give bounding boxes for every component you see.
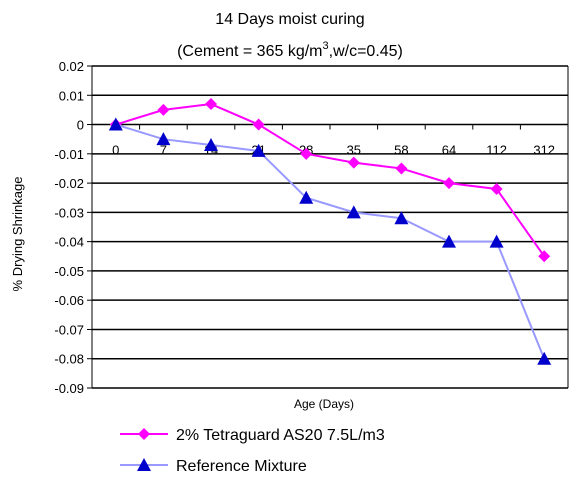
- data-point-triangle: [156, 132, 171, 146]
- y-tick-label: -0.09: [54, 381, 84, 396]
- y-tick-label: -0.05: [54, 264, 84, 279]
- x-tick-label: 58: [394, 143, 408, 158]
- legend-marker-diamond-icon: [138, 428, 150, 440]
- x-tick-label: 35: [347, 143, 361, 158]
- x-tick-label: 64: [442, 143, 456, 158]
- data-point-triangle: [251, 143, 266, 157]
- legend-label-reference: Reference Mixture: [176, 458, 307, 475]
- data-point-diamond: [443, 177, 455, 190]
- legend-marker-triangle-icon: [137, 458, 151, 471]
- y-tick-label: -0.03: [54, 205, 84, 220]
- y-tick-label: -0.01: [54, 147, 84, 162]
- data-point-triangle: [204, 138, 218, 152]
- series-line: [115, 123, 546, 360]
- data-point-triangle: [108, 117, 123, 131]
- data-point-diamond: [252, 118, 265, 131]
- data-point-diamond: [347, 156, 360, 169]
- grid-lines: [92, 65, 568, 389]
- data-point-triangle: [346, 205, 361, 219]
- y-axis-label: % Drying Shrinkage: [10, 177, 25, 292]
- legend: 2% Tetraguard AS20 7.5L/m3 Reference Mix…: [120, 427, 385, 475]
- data-point-diamond: [395, 162, 408, 175]
- y-tick-label: 0.02: [59, 59, 84, 74]
- plot-frame: [91, 66, 569, 388]
- series-layer: [108, 98, 552, 365]
- data-point-diamond: [538, 250, 551, 263]
- data-point-diamond: [300, 147, 313, 160]
- chart-title-line1: 14 Days moist curing: [215, 11, 364, 28]
- data-point-diamond: [205, 98, 217, 111]
- data-point-triangle: [442, 234, 456, 248]
- y-tick-label: -0.02: [54, 176, 84, 191]
- series-line: [115, 103, 546, 257]
- data-point-triangle: [299, 190, 314, 204]
- data-point-triangle: [537, 351, 552, 365]
- series-reference: [108, 117, 552, 365]
- x-tick-label: 112: [486, 143, 507, 158]
- y-axis-ticks: 0.02 0.01 0 -0.01 -0.02 -0.03 -0.04 -0.05 -0.06 -…: [54, 59, 92, 396]
- x-tick-label: 0: [112, 143, 119, 158]
- y-tick-label: -0.04: [54, 235, 84, 250]
- data-point-triangle: [489, 234, 504, 248]
- legend-label-tetraguard: 2% Tetraguard AS20 7.5L/m3: [176, 427, 385, 444]
- y-tick-label: -0.08: [54, 352, 84, 367]
- y-tick-label: -0.07: [54, 322, 84, 337]
- data-point-diamond: [490, 182, 503, 195]
- legend-entry-tetraguard: 2% Tetraguard AS20 7.5L/m3: [120, 427, 385, 444]
- y-tick-label: 0: [77, 118, 84, 133]
- y-tick-label: -0.06: [54, 293, 84, 308]
- x-tick-label: 312: [533, 143, 555, 158]
- x-tick-label: 7: [160, 143, 167, 158]
- series-tetraguard: [109, 98, 551, 263]
- data-point-diamond: [157, 103, 170, 116]
- x-axis-label: Age (Days): [294, 397, 354, 411]
- y-tick-label: 0.01: [59, 88, 84, 103]
- data-point-triangle: [394, 211, 409, 225]
- chart-title-line2: (Cement = 365 kg/m3,w/c=0.45): [177, 40, 403, 60]
- legend-entry-reference: Reference Mixture: [120, 458, 307, 475]
